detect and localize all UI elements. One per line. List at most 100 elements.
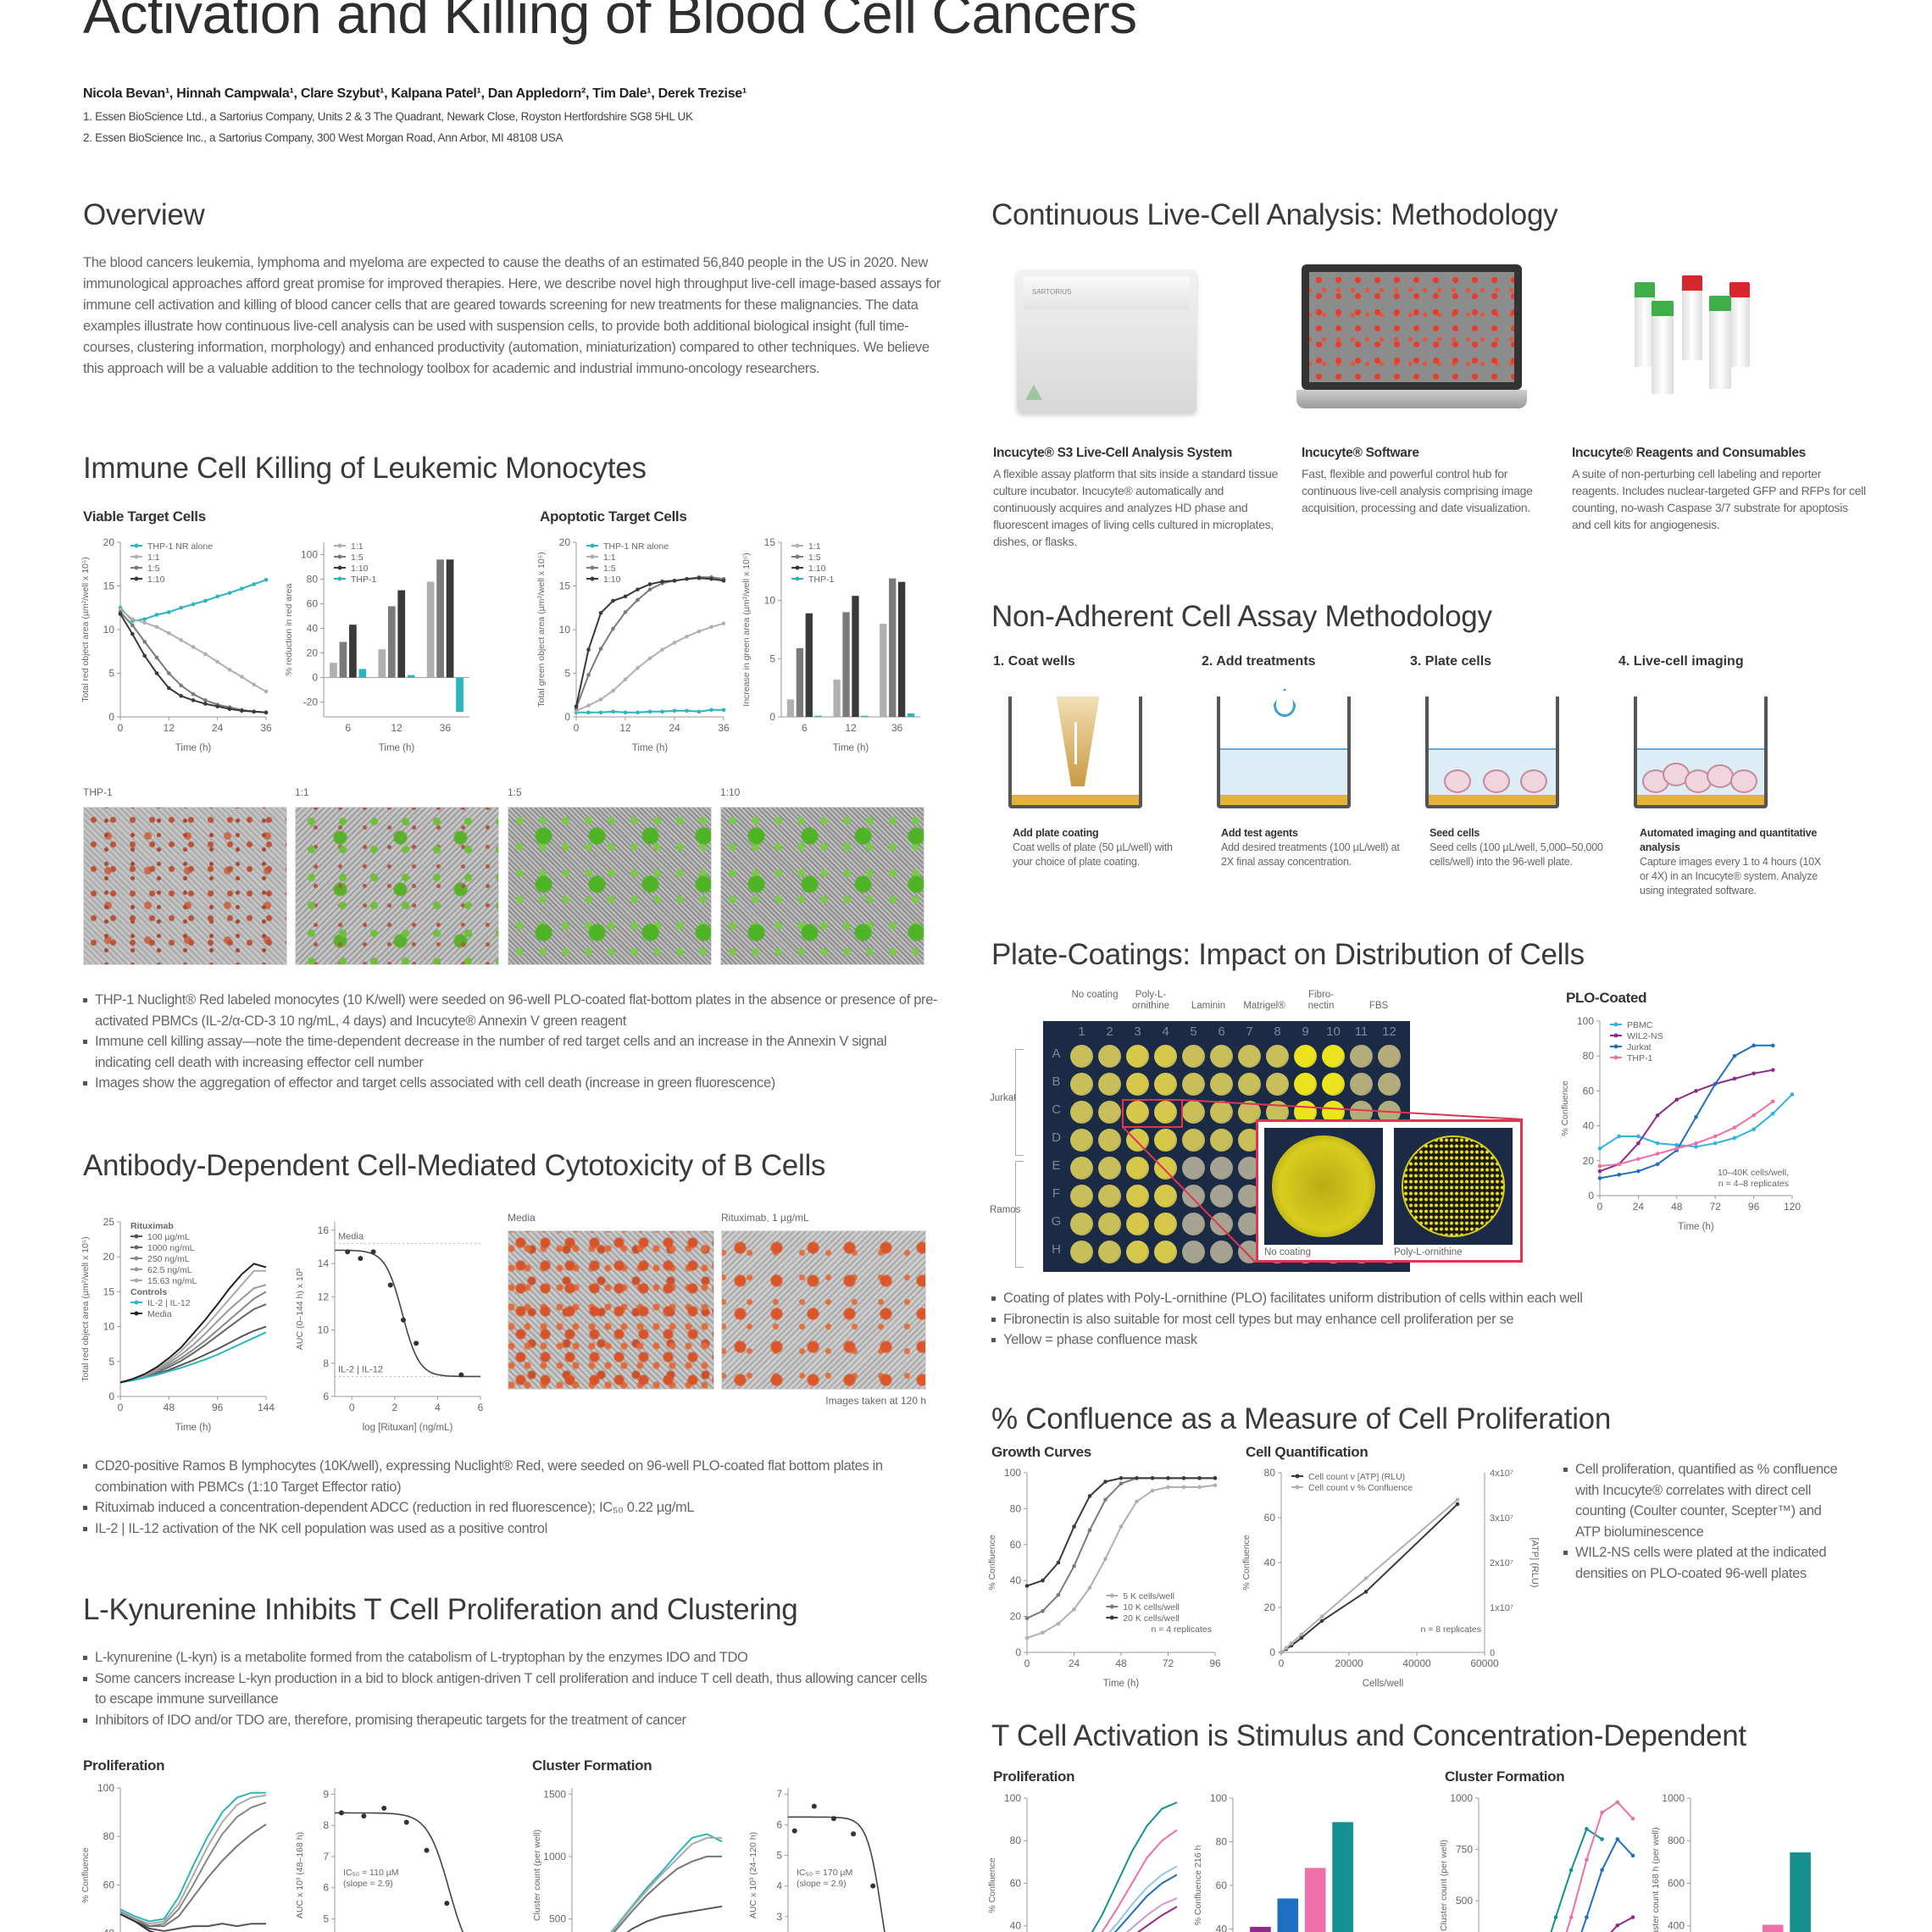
chart-svg: 2505007501000Cluster count (per well) <box>1439 1792 1635 1932</box>
y-axis-label: Cluster count (per well) <box>1439 1840 1449 1931</box>
y-axis-label: AUC x 10³ (48–168 h) <box>295 1832 305 1918</box>
data-point <box>611 626 615 631</box>
y-axis-label: Total green object area (µm²/well x 10⁵) <box>536 552 547 707</box>
plate-well <box>1154 1045 1177 1068</box>
incucyte-instrument-image: SARTORIUS <box>1017 269 1196 412</box>
legend-label: Cell count v % Confluence <box>1308 1483 1413 1493</box>
data-point <box>1041 1630 1045 1635</box>
data-point <box>830 1816 836 1822</box>
y-tick-label: 15 <box>103 580 115 592</box>
x-axis-label: Time (h) <box>1678 1222 1714 1232</box>
data-point <box>1752 1127 1756 1132</box>
plate-well <box>1210 1213 1233 1235</box>
chart-svg: 0 20 40 60 80 100 % Confluence Time (h) 0 24 48 72 9… <box>987 1467 1221 1689</box>
data-point <box>1041 1578 1045 1583</box>
data-point <box>1363 1576 1368 1580</box>
data-point <box>1600 1837 1604 1841</box>
data-point <box>130 617 135 621</box>
series-line <box>1125 1897 1178 1932</box>
y-tick-label: 14 <box>318 1257 330 1269</box>
legend-marker <box>1109 1593 1114 1598</box>
column-number: 6 <box>1218 1024 1225 1039</box>
data-point <box>191 645 196 649</box>
data-point <box>215 594 219 599</box>
bar <box>1762 1924 1784 1932</box>
data-point <box>647 709 652 714</box>
kyn-cluster-auc-chart: 234567AUC x 10³ (24–120 h)IC₅₀ = 170 µM(… <box>746 1779 936 1932</box>
plate-well <box>1210 1157 1233 1180</box>
x-tick-label: 0 <box>118 722 124 734</box>
plate-well <box>1154 1213 1177 1235</box>
x-tick-label: 0 <box>1279 1657 1285 1669</box>
kyn-heading: L-Kynurenine Inhibits T Cell Proliferati… <box>83 1593 798 1626</box>
plate-well <box>1182 1241 1205 1263</box>
image-label: Media <box>508 1212 536 1224</box>
data-point <box>338 1810 344 1816</box>
bar <box>378 649 386 678</box>
coatings-heading: Plate-Coatings: Impact on Distribution o… <box>991 938 1585 971</box>
y-tick-label: 100 <box>1210 1792 1227 1804</box>
series-line <box>119 1824 267 1928</box>
y-tick-label: 20 <box>1583 1155 1595 1167</box>
y-tick-label: 10 <box>559 624 571 636</box>
tcell-proliferation-bar-chart: 40 60 80 100 % Confluence 216 h <box>1191 1790 1377 1932</box>
data-point <box>215 659 219 664</box>
plate-well <box>1070 1185 1093 1208</box>
micrograph-rituximab <box>721 1230 926 1390</box>
y-tick-label: 10 <box>103 1321 115 1333</box>
chart-svg: 6 8 10 12 14 16 AUC (0–144 h) x 10³ log [Rituxa… <box>295 1222 484 1433</box>
series-line <box>119 1913 156 1932</box>
y-tick-label: 4 <box>776 1880 782 1892</box>
data-point <box>1213 1483 1218 1488</box>
data-point <box>1636 1157 1641 1162</box>
data-point <box>1181 1476 1186 1480</box>
series-line <box>1599 1100 1774 1167</box>
legend-label: 1:10 <box>351 564 369 574</box>
data-point <box>1694 1115 1698 1119</box>
plate-well <box>1070 1213 1093 1235</box>
x-tick-label: 20000 <box>1335 1657 1363 1669</box>
image-label: 1:5 <box>508 786 522 798</box>
step-label: 3. Plate cells <box>1410 654 1492 669</box>
data-point <box>1072 1607 1076 1612</box>
bullet: Fibronectin is also suitable for most ce… <box>991 1309 1839 1330</box>
x-tick-label: 12 <box>164 722 175 734</box>
plate-well <box>1098 1129 1121 1152</box>
series-line <box>119 611 267 713</box>
plate-well <box>1294 1073 1317 1096</box>
series-line <box>119 1794 267 1925</box>
data-point <box>1636 1169 1641 1174</box>
bar <box>1250 1926 1271 1932</box>
caption-reagents: Incucyte® Reagents and Consumables A suit… <box>1572 445 1868 533</box>
group-label: No coating <box>1071 990 1119 1000</box>
data-point <box>203 598 208 603</box>
plate-well <box>1126 1241 1149 1263</box>
y-tick-label: 0 <box>108 711 114 723</box>
data-point <box>264 577 269 582</box>
plate-well <box>1154 1157 1177 1180</box>
legend-marker <box>134 565 139 570</box>
plate-well <box>1210 1073 1233 1096</box>
data-point <box>1630 1816 1635 1821</box>
data-point <box>598 697 603 702</box>
data-point <box>252 709 256 714</box>
plate-well <box>1210 1129 1233 1152</box>
x-tick-label: 96 <box>212 1402 224 1413</box>
data-point <box>444 1901 450 1907</box>
caption-software: Incucyte® Software Fast, flexible and pow… <box>1302 445 1552 516</box>
data-point <box>179 683 183 688</box>
legend-marker <box>337 554 342 559</box>
legend-marker <box>1109 1604 1114 1609</box>
data-point <box>1299 1635 1304 1641</box>
y-tick-label: 9 <box>323 1788 329 1800</box>
data-point <box>130 623 135 628</box>
y-tick-label: 5 <box>776 1850 782 1862</box>
data-point <box>240 708 244 713</box>
killing-bullets: THP-1 Nuclight® Red labeled monocytes (1… <box>83 990 939 1094</box>
legend-label: 1:10 <box>808 564 826 574</box>
y-tick-label: 400 <box>1668 1920 1685 1932</box>
bar <box>861 715 869 717</box>
plate-well <box>1266 1073 1289 1096</box>
legend-label: 1:1 <box>147 552 160 563</box>
y-tick-label: 100 <box>97 1782 114 1794</box>
